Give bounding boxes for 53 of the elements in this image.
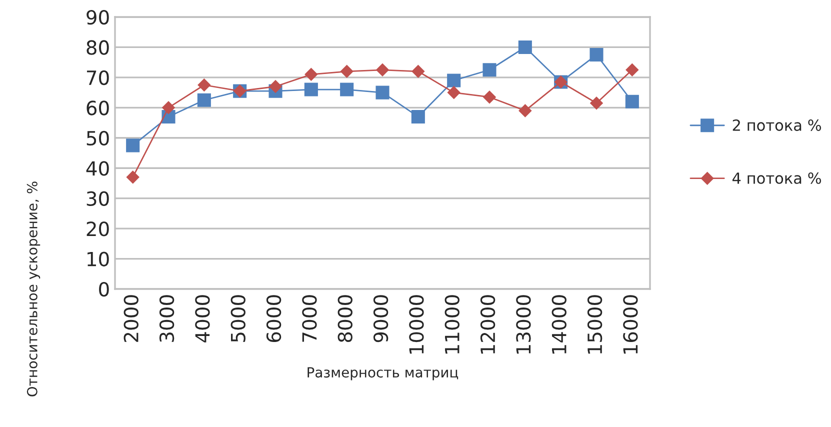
legend-label: 2 потока % bbox=[732, 119, 822, 131]
point bbox=[447, 86, 460, 99]
x-tick-label: 6000 bbox=[266, 295, 282, 342]
point bbox=[412, 64, 425, 78]
y-tick-label: 90 bbox=[86, 10, 109, 25]
y-tick-label: 20 bbox=[86, 222, 109, 236]
x-tick-label: 7000 bbox=[302, 295, 317, 342]
point bbox=[625, 94, 639, 108]
point bbox=[590, 48, 604, 62]
x-tick-label: 10000 bbox=[409, 295, 424, 354]
point bbox=[304, 82, 318, 96]
x-axis-title: Размерность матриц bbox=[308, 367, 458, 380]
y-axis-title: Относительное ускорение, % bbox=[26, 182, 40, 396]
point bbox=[411, 110, 425, 124]
point bbox=[340, 82, 354, 96]
point bbox=[590, 96, 603, 110]
point bbox=[376, 86, 390, 100]
x-tick-label: 15000 bbox=[587, 295, 602, 354]
x-tick-label: 9000 bbox=[373, 295, 388, 342]
legend-label: 4 потока % bbox=[732, 172, 822, 184]
x-tick-label: 2000 bbox=[124, 295, 138, 342]
point bbox=[447, 74, 461, 88]
point bbox=[518, 40, 532, 54]
point bbox=[483, 90, 496, 104]
point bbox=[376, 63, 389, 76]
x-tick-label: 5000 bbox=[230, 295, 246, 342]
x-tick-label: 8000 bbox=[338, 295, 352, 342]
point bbox=[518, 104, 532, 118]
x-tick-label: 13000 bbox=[516, 295, 531, 354]
point bbox=[269, 80, 282, 93]
x-tick-label: 11000 bbox=[444, 295, 460, 354]
y-tick-label: 30 bbox=[86, 191, 109, 206]
point bbox=[162, 101, 175, 114]
point bbox=[197, 93, 211, 107]
y-tick-label: 70 bbox=[86, 70, 109, 86]
y-tick-label: 50 bbox=[86, 130, 109, 146]
x-tick-label: 12000 bbox=[480, 295, 496, 354]
point bbox=[126, 138, 140, 152]
y-tick-label: 80 bbox=[86, 40, 109, 55]
point bbox=[126, 170, 140, 184]
point bbox=[482, 63, 496, 77]
x-tick-label: 4000 bbox=[195, 295, 210, 342]
y-tick-label: 0 bbox=[99, 282, 109, 297]
y-tick-label: 10 bbox=[88, 252, 109, 266]
point bbox=[198, 78, 211, 92]
x-tick-label: 3000 bbox=[159, 295, 174, 342]
y-tick-label: 40 bbox=[86, 161, 109, 176]
y-tick-label: 60 bbox=[86, 100, 109, 116]
x-tick-label: 16000 bbox=[623, 295, 638, 354]
point bbox=[340, 64, 354, 78]
point bbox=[304, 68, 318, 81]
point bbox=[626, 63, 639, 76]
x-tick-label: 14000 bbox=[552, 295, 566, 354]
